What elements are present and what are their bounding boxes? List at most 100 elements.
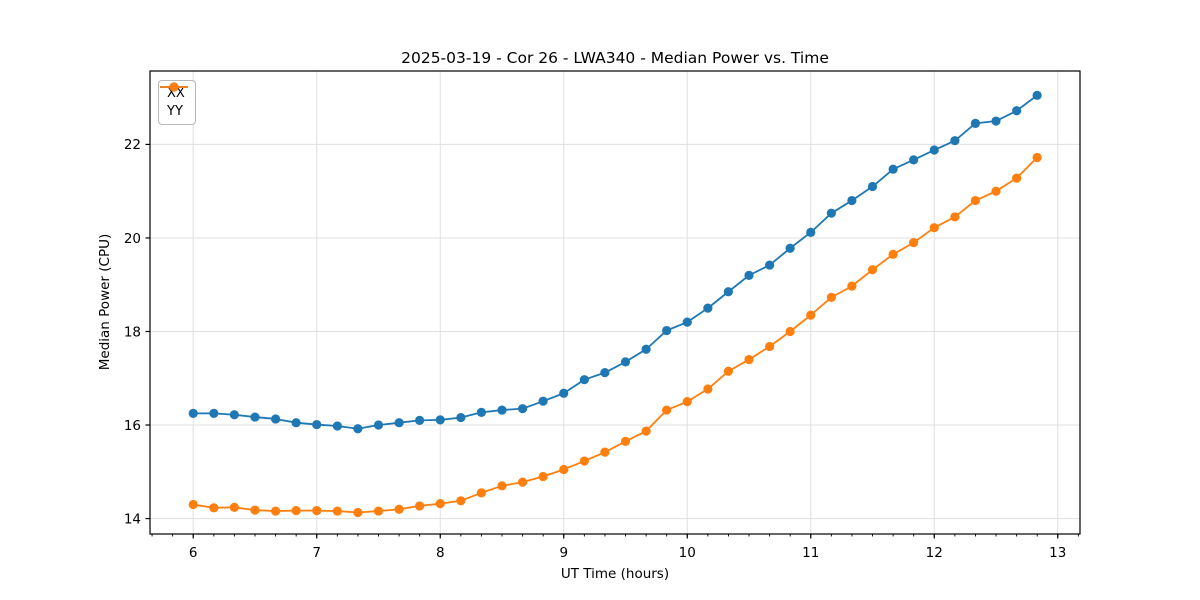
series-xx-point [518,404,528,414]
axis-ticks: 6 7 8 9 10 11 12 13 14 16 18 20 22 [124,137,1079,561]
series-yy-point [435,499,445,509]
series-yy-point [209,503,219,513]
series-yy-point [476,488,486,498]
series-yy-point [867,265,878,275]
series-yy-point [373,506,384,516]
series-xx [188,90,1042,434]
plot-border [149,70,1081,535]
series-xx-point [991,116,1001,126]
series-yy-point [909,238,919,248]
series-yy-point [394,504,404,514]
x-axis-label: UT Time (hours) [561,566,669,582]
series-yy-point [559,464,569,475]
series-xx-point [867,181,878,192]
x-tick-label: 11 [802,545,819,561]
series-xx-point [476,407,486,418]
series-xx-point [970,118,980,128]
legend: XX YY [158,80,196,125]
series-yy-point [641,426,651,436]
y-tick-label: 18 [124,324,141,340]
y-tick-label: 22 [124,137,141,153]
series-xx-point [662,325,672,336]
series-xx-point [744,270,754,280]
grid-lines [150,71,1080,534]
series-yy-point [312,506,322,516]
series-yy-point [620,436,631,446]
series-yy-point [497,481,507,491]
series-xx-point [620,357,631,367]
x-tick-label: 13 [1049,545,1066,561]
series-yy-point [847,281,857,291]
series-xx-point [579,375,589,385]
x-tick-label: 6 [189,545,198,561]
x-tick-label: 8 [436,545,445,561]
series-yy-point [950,212,960,222]
series-yy-point [744,354,754,365]
series-yy-point [600,447,610,457]
series-xx-point [538,396,548,406]
series-xx-point [785,243,795,253]
series-xx-line [192,94,1039,430]
series-xx-point [188,408,198,418]
series-xx-point [271,414,281,424]
series-xx-point [888,164,898,174]
series-xx-point [415,415,425,425]
series-yy-point [826,292,836,302]
series-xx-point [229,410,239,420]
series-xx-point [723,287,733,297]
series-yy-point [1032,152,1042,163]
series-xx-point [600,368,610,378]
series-xx-point [950,136,960,146]
series-yy-point [662,405,672,415]
series-xx-point [826,208,836,218]
series-yy-point [765,341,775,352]
series-xx-point [209,408,219,418]
series-yy-point [271,506,281,516]
series-yy-point [682,397,692,407]
series-xx-point [641,344,651,354]
series-yy [188,152,1042,518]
y-tick-label: 20 [124,231,141,247]
series-yy-point [929,223,939,233]
series-xx-point [847,195,857,206]
series-yy-point [456,496,466,506]
series-xx-point [435,415,445,425]
chart-title: 2025-03-19 - Cor 26 - LWA340 - Median Po… [401,49,829,67]
series-yy-point [888,249,898,259]
yy-series-marker-icon [160,82,188,92]
series-yy-point [291,506,301,516]
series-yy-point [703,384,713,394]
series-xx-point [291,418,301,428]
series-xx-point [497,405,507,415]
series-xx-point [559,388,569,398]
series-xx-point [682,317,692,327]
series-xx-point [373,420,384,430]
series-xx-point [1012,106,1022,116]
series-xx-point [394,418,404,428]
x-tick-label: 9 [559,545,568,561]
series-yy-point [806,310,816,320]
series-yy-point [538,471,548,482]
series-yy-point [415,501,425,511]
series-yy-point [723,366,733,376]
series-yy-point [353,507,363,518]
series-xx-point [353,424,363,434]
series-xx-point [765,260,775,270]
series-yy-point [250,505,260,515]
x-tick-label: 10 [679,545,696,561]
series-yy-point [579,456,589,466]
series-yy-point [332,506,342,516]
y-tick-label: 16 [124,418,141,434]
y-tick-label: 14 [124,511,141,527]
y-axis-label: Median Power (CPU) [97,234,113,370]
series-xx-point [806,227,816,237]
x-tick-label: 7 [312,545,321,561]
series-yy-point [785,326,795,337]
series-yy-line [192,156,1039,514]
series-yy-point [991,186,1001,196]
series-xx-point [332,421,342,431]
series-xx-point [703,303,713,313]
legend-label-yy: YY [167,104,183,119]
